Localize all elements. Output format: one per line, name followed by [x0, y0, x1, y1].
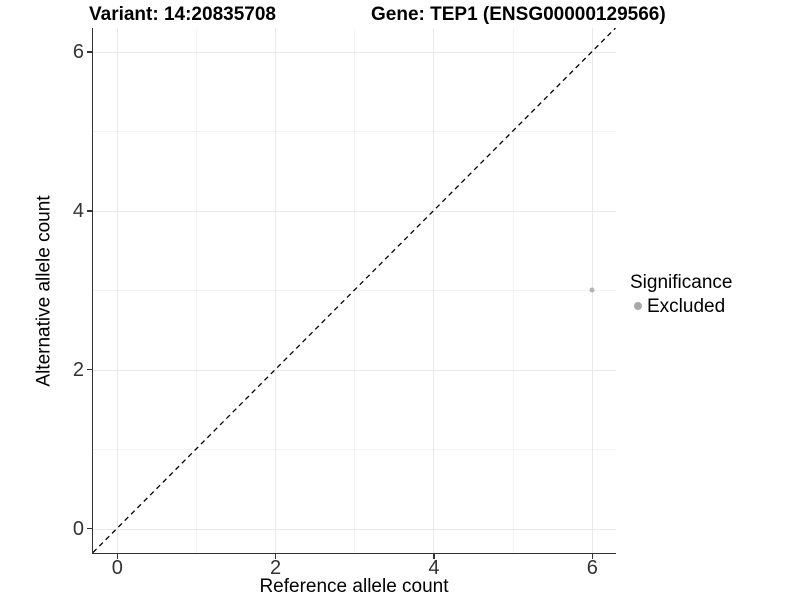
data-point	[589, 287, 595, 293]
x-major-gridline	[433, 28, 435, 553]
x-axis-tick	[433, 554, 435, 559]
y-major-gridline	[93, 210, 616, 212]
y-major-gridline	[93, 528, 616, 530]
y-minor-gridline	[93, 449, 616, 451]
y-tick-label: 0	[72, 517, 84, 540]
x-axis-tick	[591, 554, 593, 559]
y-major-gridline	[93, 51, 616, 53]
y-tick-label: 2	[72, 358, 84, 381]
plot-title-gene: Gene: TEP1 (ENSG00000129566)	[371, 4, 666, 25]
x-axis-tick	[116, 554, 118, 559]
y-tick-label: 4	[72, 199, 84, 222]
x-tick-label: 2	[270, 557, 282, 579]
plot-panel	[92, 28, 616, 554]
legend-title: Significance	[630, 272, 733, 293]
legend: Significance Excluded	[630, 273, 732, 316]
y-axis-tick	[87, 368, 92, 371]
plot-title-variant: Variant: 14:20835708	[89, 4, 276, 25]
legend-key-dot-icon	[634, 302, 642, 311]
x-axis-tick	[274, 554, 277, 559]
x-tick-label: 4	[428, 557, 440, 579]
y-axis-tick	[87, 210, 92, 212]
x-major-gridline	[275, 28, 277, 553]
x-tick-label: 6	[586, 557, 598, 579]
y-minor-gridline	[93, 131, 616, 133]
x-tick-label: 0	[111, 557, 123, 579]
identity-line-svg	[93, 28, 616, 553]
legend-item: Excluded	[630, 297, 732, 316]
x-major-gridline	[116, 28, 118, 553]
identity-dashed-line	[93, 28, 616, 553]
legend-items: Excluded	[630, 297, 732, 316]
y-axis-tick	[87, 51, 92, 53]
legend-item-label: Excluded	[647, 295, 726, 317]
x-axis-title: Reference allele count	[259, 576, 449, 597]
y-axis-tick	[87, 527, 92, 530]
y-major-gridline	[93, 369, 616, 371]
y-axis-title: Alternative allele count	[33, 195, 55, 387]
y-tick-label: 6	[72, 40, 84, 63]
